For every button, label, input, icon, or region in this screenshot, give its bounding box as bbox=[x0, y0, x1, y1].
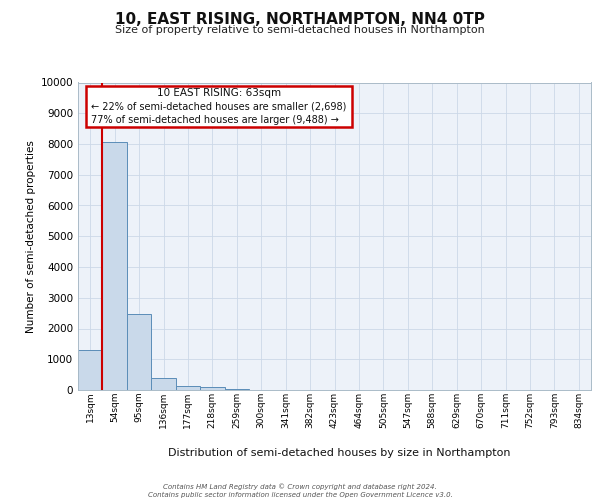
Text: 10 EAST RISING: 63sqm: 10 EAST RISING: 63sqm bbox=[157, 88, 281, 98]
Bar bbox=[151, 378, 176, 390]
FancyBboxPatch shape bbox=[86, 86, 352, 127]
Text: 10, EAST RISING, NORTHAMPTON, NN4 0TP: 10, EAST RISING, NORTHAMPTON, NN4 0TP bbox=[115, 12, 485, 28]
Bar bbox=[176, 386, 200, 390]
Text: ← 22% of semi-detached houses are smaller (2,698): ← 22% of semi-detached houses are smalle… bbox=[91, 102, 346, 112]
Bar bbox=[78, 350, 103, 390]
Text: Distribution of semi-detached houses by size in Northampton: Distribution of semi-detached houses by … bbox=[168, 448, 510, 458]
Text: Size of property relative to semi-detached houses in Northampton: Size of property relative to semi-detach… bbox=[115, 25, 485, 35]
Text: Contains HM Land Registry data © Crown copyright and database right 2024.
Contai: Contains HM Land Registry data © Crown c… bbox=[148, 484, 452, 498]
Bar bbox=[103, 142, 127, 390]
Text: 77% of semi-detached houses are larger (9,488) →: 77% of semi-detached houses are larger (… bbox=[91, 114, 338, 124]
Bar bbox=[200, 387, 224, 390]
Bar bbox=[127, 314, 151, 390]
Y-axis label: Number of semi-detached properties: Number of semi-detached properties bbox=[26, 140, 37, 332]
